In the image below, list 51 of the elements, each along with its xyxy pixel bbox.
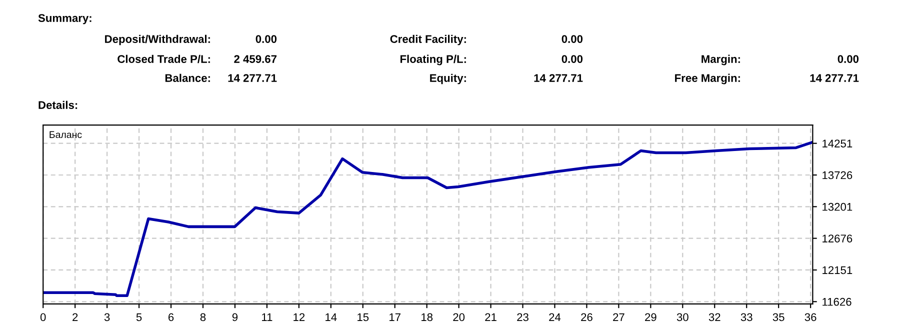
text: 2 459.67 xyxy=(234,55,277,63)
x-tick-label: 35 xyxy=(772,313,784,322)
x-tick-label: 15 xyxy=(358,313,369,322)
x-tick-label: 14 xyxy=(326,313,337,322)
x-tick-label: 8 xyxy=(200,313,206,322)
x-tick-label: 2 xyxy=(72,313,78,322)
x-tick-label: 6 xyxy=(168,313,174,322)
x-tick-label: 3 xyxy=(104,313,110,322)
text: Equity: xyxy=(430,74,466,84)
x-tick-label: 36 xyxy=(804,313,816,322)
y-tick-label: 11626 xyxy=(822,298,852,306)
x-tick-label: 26 xyxy=(581,313,592,322)
text: Floating P/L: xyxy=(400,54,466,66)
x-tick-label: 21 xyxy=(485,313,496,322)
y-tick-label: 13726 xyxy=(822,171,852,180)
x-tick-label: 30 xyxy=(676,313,688,322)
x-tick-label: 17 xyxy=(390,313,400,322)
x-tick-label: 0 xyxy=(40,313,46,322)
text: Credit Facility: xyxy=(390,34,466,46)
y-tick-label: 12151 xyxy=(822,266,852,274)
x-tick-label: 27 xyxy=(613,313,624,322)
x-tick-label: 33 xyxy=(740,313,752,322)
text: Free Margin: xyxy=(675,74,740,84)
text: Details: xyxy=(38,100,78,109)
x-tick-label: 5 xyxy=(136,313,142,322)
y-tick-label: 14251 xyxy=(822,140,852,148)
text: Summary: xyxy=(38,14,92,24)
text: Deposit/Withdrawal: xyxy=(105,34,210,46)
text: 0.00 xyxy=(256,35,277,43)
text: 0.00 xyxy=(562,55,583,63)
x-tick-label: 18 xyxy=(422,313,433,322)
text: Баланс xyxy=(50,131,82,138)
text: 14 277.71 xyxy=(534,74,583,82)
text: 14 277.71 xyxy=(810,74,859,82)
line-series xyxy=(43,140,813,298)
x-tick-label: 20 xyxy=(453,313,465,322)
x-tick-label: 24 xyxy=(549,313,561,322)
x-tick-label: 12 xyxy=(294,313,305,322)
x-tick-label: 32 xyxy=(708,313,720,322)
text: Margin: xyxy=(702,54,740,66)
text: 0.00 xyxy=(838,55,859,63)
x-tick-label: 23 xyxy=(517,313,528,322)
x-tick-label: 29 xyxy=(645,313,656,322)
text: Closed Trade P/L: xyxy=(118,54,210,64)
y-tick-label: 12676 xyxy=(822,234,852,242)
text: Balance: xyxy=(165,74,210,82)
text: 14 277.71 xyxy=(228,74,277,82)
x-tick-label: 9 xyxy=(232,313,238,322)
x-tick-label: 11 xyxy=(262,313,272,322)
text: 0.00 xyxy=(562,35,583,43)
y-tick-label: 13201 xyxy=(822,202,852,211)
